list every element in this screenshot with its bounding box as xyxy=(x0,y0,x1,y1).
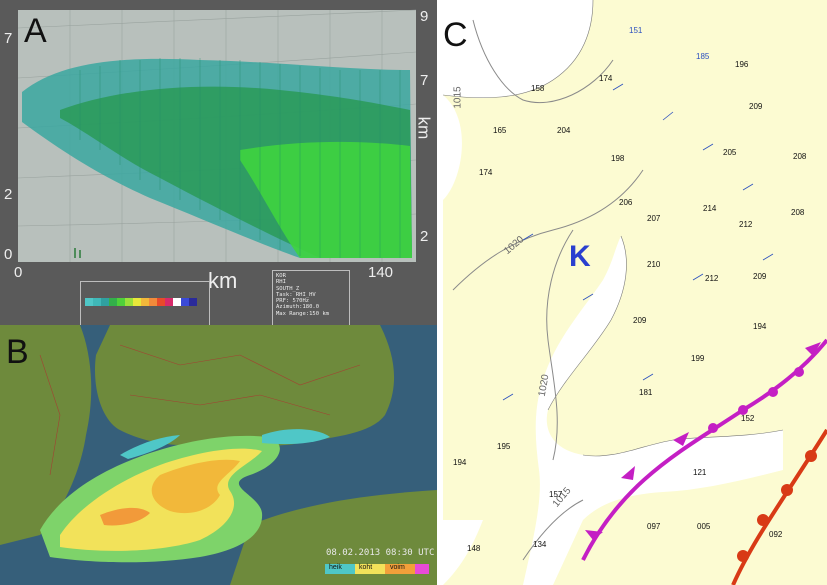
station-plot: 199 xyxy=(691,354,705,363)
rain-cyan-band xyxy=(262,429,330,445)
north-sea xyxy=(443,520,483,585)
x-tick: 140 xyxy=(368,264,394,281)
legend-label: koht xyxy=(359,564,373,571)
station-plot: 205 xyxy=(723,148,737,157)
wind-barbs xyxy=(502,83,774,401)
land-sweden xyxy=(0,325,92,545)
station-plot: 209 xyxy=(749,102,763,111)
x-tick: 0 xyxy=(14,264,23,281)
panel-c-synoptic-map: C K 1015 1020 1020 1015 151 185 174 196 … xyxy=(443,0,827,585)
station-plot: 204 xyxy=(557,126,571,135)
station-plot: 157 xyxy=(549,490,563,499)
station-plot: 005 xyxy=(697,522,711,531)
legend-label: heik xyxy=(329,564,342,571)
rain-cyan-edge xyxy=(120,435,180,459)
station-plot: 195 xyxy=(497,442,511,451)
norwegian-sea xyxy=(443,0,593,98)
station-plot: 158 xyxy=(531,84,545,93)
panel-b-radar-composite: B 08.02.2013 08:30 UTC heik koht voim xyxy=(0,325,437,585)
station-plot: 151 xyxy=(629,26,643,35)
station-plot: 209 xyxy=(753,272,767,281)
station-plot: 196 xyxy=(735,60,749,69)
isobar-label: 1015 xyxy=(452,86,464,109)
rain-orange-area xyxy=(151,459,240,514)
station-plot: 181 xyxy=(639,388,653,397)
y-right-axis-label: km xyxy=(414,116,434,140)
timestamp: 08.02.2013 08:30 UTC xyxy=(326,548,435,558)
station-plot: 185 xyxy=(696,52,710,61)
scan-info-box: KOR RHI SOUTH_Z Task: RHI_HV PRF: 570Hz … xyxy=(272,270,350,325)
x-axis-label: km xyxy=(208,268,238,293)
station-plot: 210 xyxy=(647,260,661,269)
scan-info-line: Max Range:150 km xyxy=(276,310,329,317)
legend-light xyxy=(325,564,355,574)
legend-label: voim xyxy=(390,564,405,571)
ground-echoes xyxy=(74,248,81,258)
synoptic-map xyxy=(443,0,827,585)
color-scale-bar xyxy=(85,298,197,306)
station-plot: 214 xyxy=(703,204,717,213)
border-lines xyxy=(39,344,361,476)
station-plot: 121 xyxy=(693,468,707,477)
station-plot: 092 xyxy=(769,530,783,539)
baltic-sea xyxy=(523,236,783,585)
legend-heavy xyxy=(385,564,415,574)
station-plot: 209 xyxy=(633,316,647,325)
station-plot: 212 xyxy=(705,274,719,283)
station-plot: 152 xyxy=(741,414,755,423)
echo-streaks xyxy=(79,58,401,258)
rhi-plot xyxy=(17,9,417,262)
legend-very-heavy xyxy=(415,564,429,574)
station-plot: 207 xyxy=(647,214,661,223)
occluded-front-symbols xyxy=(585,342,821,540)
isobars xyxy=(452,19,644,561)
y-right-tick: 7 xyxy=(420,72,429,89)
y-right-tick: 2 xyxy=(420,228,429,245)
scan-info-line: KOR xyxy=(276,273,286,279)
warm-front-symbols xyxy=(737,450,817,562)
legend-moderate xyxy=(355,564,385,574)
station-plot: 194 xyxy=(453,458,467,467)
station-plot: 212 xyxy=(739,220,753,229)
station-plot: 165 xyxy=(493,126,507,135)
y-left-tick: 7 xyxy=(4,30,13,47)
station-plot: 148 xyxy=(467,544,481,553)
station-plot: 134 xyxy=(533,540,547,549)
land-finland xyxy=(94,325,395,446)
scan-info-line: PRF: 570Hz xyxy=(276,298,310,305)
station-plot: 208 xyxy=(791,208,805,217)
panel-label-b: B xyxy=(6,333,29,371)
rain-orange-patch xyxy=(100,507,150,526)
panel-label-a: A xyxy=(24,12,47,50)
y-right-tick: 9 xyxy=(420,8,429,25)
station-plot: 174 xyxy=(599,74,613,83)
panel-a-rhi-radar: A 7 2 0 9 7 2 km 0 140 km KOR RHI SOUTH_… xyxy=(0,0,437,325)
scan-info-line: SOUTH_Z xyxy=(276,285,300,292)
station-plot: 208 xyxy=(793,152,807,161)
radar-composite-map xyxy=(0,325,437,585)
station-plot: 206 xyxy=(619,198,633,207)
low-pressure-marker: K xyxy=(569,240,591,273)
coast-sea xyxy=(443,95,462,200)
scan-info-line: RHI xyxy=(276,279,286,286)
scan-info-line: Task: RHI_HV xyxy=(276,291,316,298)
scan-info-line: Azimuth:180.0 xyxy=(276,304,320,311)
y-left-tick: 2 xyxy=(4,186,13,203)
station-plot: 174 xyxy=(479,168,493,177)
echo-bright-region xyxy=(240,141,412,258)
land-estonia xyxy=(230,490,437,585)
station-plot: 097 xyxy=(647,522,661,531)
station-plot: 194 xyxy=(753,322,767,331)
color-scale-box xyxy=(80,281,210,325)
station-plot: 198 xyxy=(611,154,625,163)
panel-label-c: C xyxy=(443,16,468,54)
y-left-tick: 0 xyxy=(4,246,13,263)
